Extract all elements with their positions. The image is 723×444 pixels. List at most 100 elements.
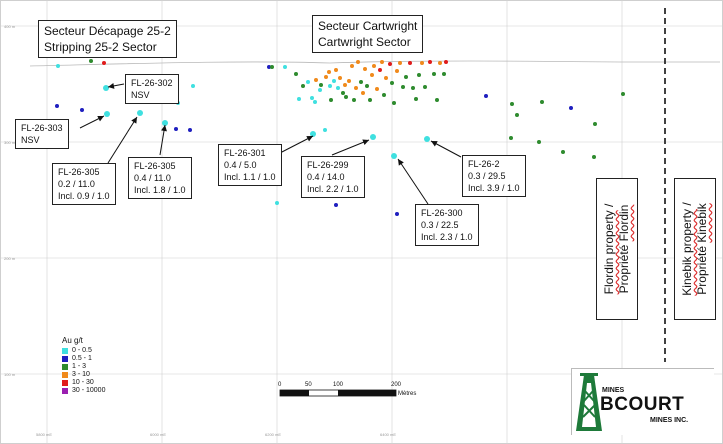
hole-label-fl-26-300: FL-26-300 0.3 / 22.5 Incl. 2.3 / 1.0 <box>415 204 479 246</box>
y-axis-label: 300 m <box>4 140 16 145</box>
assay-point <box>352 98 356 102</box>
cartwright-sector-en: Cartwright Sector <box>318 35 411 49</box>
assay-point <box>347 79 351 83</box>
assay-point <box>432 72 436 76</box>
assay-point <box>372 64 376 68</box>
hole-label-fl-26-305-b: FL-26-305 0.4 / 11.0 Incl. 1.8 / 1.0 <box>128 157 192 199</box>
arrow-head <box>131 117 137 124</box>
assay-point <box>414 97 418 101</box>
assay-point <box>104 111 110 117</box>
flordin-slash: / <box>602 203 616 211</box>
assay-point <box>408 61 412 65</box>
hole-result: NSV <box>131 90 150 100</box>
assay-point <box>384 76 388 80</box>
kinebik-line-1: Kinebik property <box>680 208 694 296</box>
assay-point <box>328 84 332 88</box>
scale-tick-200: 200 <box>391 382 402 388</box>
assay-point <box>306 80 310 84</box>
hole-result: 0.3 / 22.5 <box>421 220 459 230</box>
scale-tick-100: 100 <box>333 382 344 388</box>
assay-point <box>56 64 60 68</box>
hole-inclusion: Incl. 2.3 / 1.0 <box>421 232 473 242</box>
legend-swatch <box>62 380 68 386</box>
assay-point <box>378 68 382 72</box>
scale-segment <box>338 390 396 396</box>
assay-point <box>423 85 427 89</box>
assay-point <box>401 85 405 89</box>
y-axis-label: 100 m <box>4 372 16 377</box>
legend-row: 0 - 0.5 <box>62 347 105 355</box>
hole-result: 0.4 / 14.0 <box>307 172 345 182</box>
x-axis-label: 6400 mE <box>380 432 397 437</box>
hole-id: FL-26-299 <box>307 160 349 170</box>
kinebik-property-label: Kinebik property / Propriété Kinebik <box>674 178 716 320</box>
assay-point <box>275 201 279 205</box>
assay-point <box>510 102 514 106</box>
assay-point <box>323 128 327 132</box>
assay-point <box>350 64 354 68</box>
flordin-line-2-name: Flordin <box>617 204 631 242</box>
hole-result: 0.3 / 29.5 <box>468 171 506 181</box>
assay-point <box>404 75 408 79</box>
assay-point <box>313 100 317 104</box>
grade-legend: Au g/t 0 - 0.5 0.5 - 1 1 - 3 3 - 10 10 -… <box>62 337 105 395</box>
hole-inclusion: Incl. 0.9 / 1.0 <box>58 191 110 201</box>
assay-point <box>537 140 541 144</box>
assay-point <box>336 86 340 90</box>
arrow-head <box>431 141 438 147</box>
hole-inclusion: Incl. 3.9 / 1.0 <box>468 183 520 193</box>
assay-point <box>438 61 442 65</box>
logo-mines-top: MINES <box>602 387 625 394</box>
assay-point <box>338 76 342 80</box>
hole-id: FL-26-305 <box>134 161 176 171</box>
assay-point <box>319 83 323 87</box>
cartwright-sector-label: Secteur Cartwright Cartwright Sector <box>312 15 424 53</box>
hole-result: 0.4 / 11.0 <box>134 173 171 183</box>
legend-row: 30 - 10000 <box>62 387 105 395</box>
legend-label: 30 - 10000 <box>72 387 106 394</box>
legend-label: 1 - 3 <box>72 363 87 370</box>
legend-title: Au g/t <box>62 336 83 345</box>
assay-point <box>310 96 314 100</box>
arrow-head <box>362 139 369 146</box>
hole-inclusion: Incl. 1.1 / 1.0 <box>224 172 276 182</box>
hole-id: FL-26-303 <box>21 123 63 133</box>
hole-label-fl-26-302: FL-26-302 NSV <box>125 74 179 104</box>
assay-point <box>484 94 488 98</box>
leader-line <box>277 135 314 155</box>
assay-point <box>435 98 439 102</box>
assay-point <box>55 104 59 108</box>
assay-point <box>540 100 544 104</box>
hole-label-fl-26-299: FL-26-299 0.4 / 14.0 Incl. 2.2 / 1.0 <box>301 156 365 198</box>
legend-swatch <box>62 388 68 394</box>
scale-tick-0: 0 <box>278 382 282 388</box>
assay-point <box>301 84 305 88</box>
x-axis-label: 5800 mE <box>36 432 53 437</box>
assay-point <box>411 86 415 90</box>
x-axis-label: 6000 mE <box>150 432 167 437</box>
x-axis-label: 6200 mE <box>265 432 282 437</box>
leader-line <box>107 116 138 164</box>
legend-row: 1 - 3 <box>62 363 105 371</box>
assay-point <box>89 59 93 63</box>
assay-point <box>515 113 519 117</box>
hole-id: FL-26-300 <box>421 208 463 218</box>
hole-id: FL-26-2 <box>468 159 500 169</box>
assay-point <box>380 60 384 64</box>
assay-point <box>354 86 358 90</box>
assay-point <box>370 134 376 140</box>
hole-id: FL-26-305 <box>58 167 100 177</box>
flordin-line-2-prefix: Propriété <box>617 241 631 294</box>
assay-point <box>314 78 318 82</box>
scale-unit: Mètres <box>398 391 417 397</box>
assay-point <box>332 79 336 83</box>
decapage-sector-fr: Secteur Décapage 25-2 <box>44 24 171 38</box>
assay-point <box>417 73 421 77</box>
hole-label-fl-26-303: FL-26-303 NSV <box>15 119 69 149</box>
legend-row: 0.5 - 1 <box>62 355 105 363</box>
assay-point <box>388 62 392 66</box>
assay-point <box>365 84 369 88</box>
assay-point <box>80 108 84 112</box>
legend-label: 10 - 30 <box>72 379 94 386</box>
assay-point <box>428 60 432 64</box>
